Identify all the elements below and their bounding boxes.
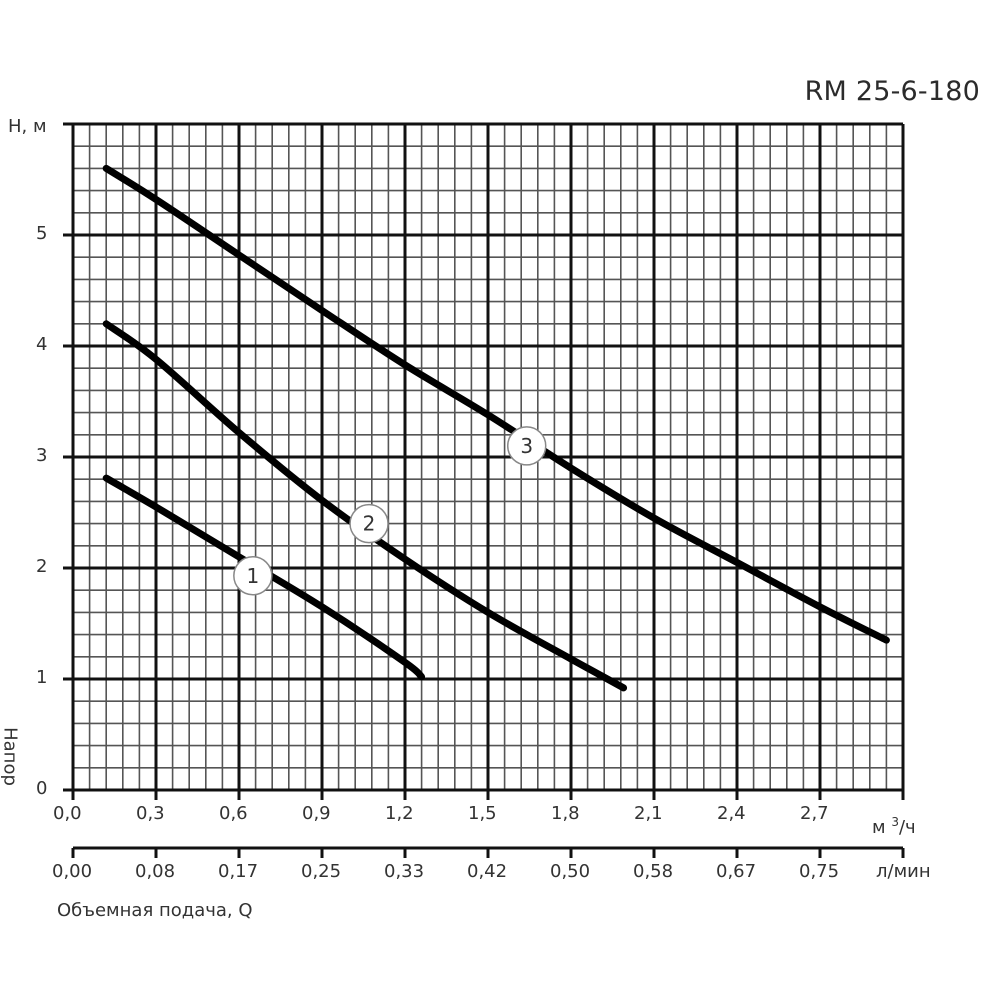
x-tick-label: 2,4 bbox=[717, 803, 746, 824]
unit-base: м bbox=[872, 817, 892, 838]
x-axis-secondary-unit: л/мин bbox=[876, 861, 931, 882]
y-axis-label: H, м bbox=[8, 116, 47, 137]
y-tick-label: 4 bbox=[36, 334, 48, 355]
x-tick-label: 0,9 bbox=[302, 803, 331, 824]
unit-tail: /ч bbox=[898, 817, 916, 838]
chart-title: RM 25-6-180 bbox=[804, 76, 980, 107]
x-axis-title: Объемная подача, Q bbox=[57, 900, 253, 921]
x-secondary-tick-label: 0,00 bbox=[52, 861, 93, 882]
curve-label-3: 3 bbox=[506, 426, 547, 466]
curve-1 bbox=[102, 474, 426, 681]
y-tick-label: 2 bbox=[36, 556, 48, 577]
axes bbox=[71, 846, 905, 858]
svg-text:1: 1 bbox=[246, 564, 259, 588]
x-secondary-tick-label: 0,50 bbox=[550, 861, 591, 882]
svg-text:2: 2 bbox=[363, 512, 376, 536]
x-tick-label: 1,8 bbox=[551, 803, 580, 824]
pump-curves bbox=[102, 164, 890, 692]
y-axis-side-label: Напор bbox=[0, 727, 21, 786]
x-tick-label: 2,1 bbox=[634, 803, 663, 824]
x-secondary-tick-label: 0,67 bbox=[716, 861, 757, 882]
x-secondary-tick-label: 0,42 bbox=[467, 861, 508, 882]
y-tick-label: 3 bbox=[36, 445, 48, 466]
x-secondary-tick-label: 0,08 bbox=[135, 861, 176, 882]
x-secondary-tick-label: 0,25 bbox=[301, 861, 342, 882]
svg-text:3: 3 bbox=[520, 434, 533, 458]
y-tick-label: 1 bbox=[36, 667, 48, 688]
x-secondary-tick-label: 0,17 bbox=[218, 861, 259, 882]
y-tick-label: 5 bbox=[36, 223, 48, 244]
curve-label-2: 2 bbox=[349, 503, 389, 544]
x-tick-label: 0,6 bbox=[219, 803, 248, 824]
x-secondary-tick-label: 0,33 bbox=[384, 861, 425, 882]
x-tick-label: 1,2 bbox=[385, 803, 414, 824]
y-tick-label: 0 bbox=[36, 778, 48, 799]
curve-3 bbox=[102, 164, 890, 644]
x-tick-label: 2,7 bbox=[800, 803, 829, 824]
curve-label-1: 1 bbox=[233, 556, 273, 596]
unit-sup: 3 bbox=[891, 815, 899, 829]
x-axis-primary-unit: м 3/ч bbox=[872, 815, 916, 838]
x-tick-label: 0,0 bbox=[53, 803, 82, 824]
x-secondary-tick-label: 0,58 bbox=[633, 861, 674, 882]
curve-labels: 1 2 3 bbox=[233, 426, 547, 596]
x-tick-label: 0,3 bbox=[136, 803, 165, 824]
x-tick-label: 1,5 bbox=[468, 803, 497, 824]
x-secondary-tick-label: 0,75 bbox=[799, 861, 840, 882]
